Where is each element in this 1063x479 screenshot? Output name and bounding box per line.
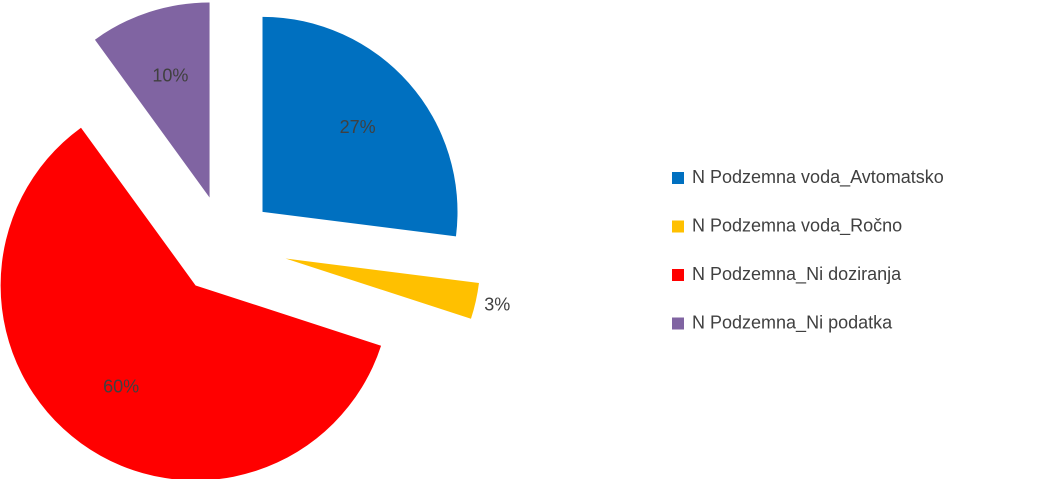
data-label: 3% — [484, 295, 510, 315]
legend-swatch — [672, 317, 684, 330]
data-label: 27% — [340, 117, 376, 137]
data-label: 60% — [103, 377, 139, 397]
legend-swatch — [672, 269, 684, 281]
pie-slice — [0, 127, 382, 479]
pie-slice — [262, 16, 458, 237]
data-label: 10% — [152, 66, 188, 86]
pie-slice — [94, 2, 210, 198]
legend-label: N Podzemna_Ni podatka — [692, 312, 893, 333]
pie-slice — [285, 258, 479, 319]
legend-label: N Podzemna voda_Ročno — [692, 215, 902, 236]
legend-swatch — [672, 220, 684, 233]
legend-label: N Podzemna_Ni doziranja — [692, 264, 902, 285]
legend-label: N Podzemna voda_Avtomatsko — [692, 167, 944, 188]
legend-swatch — [672, 172, 684, 184]
